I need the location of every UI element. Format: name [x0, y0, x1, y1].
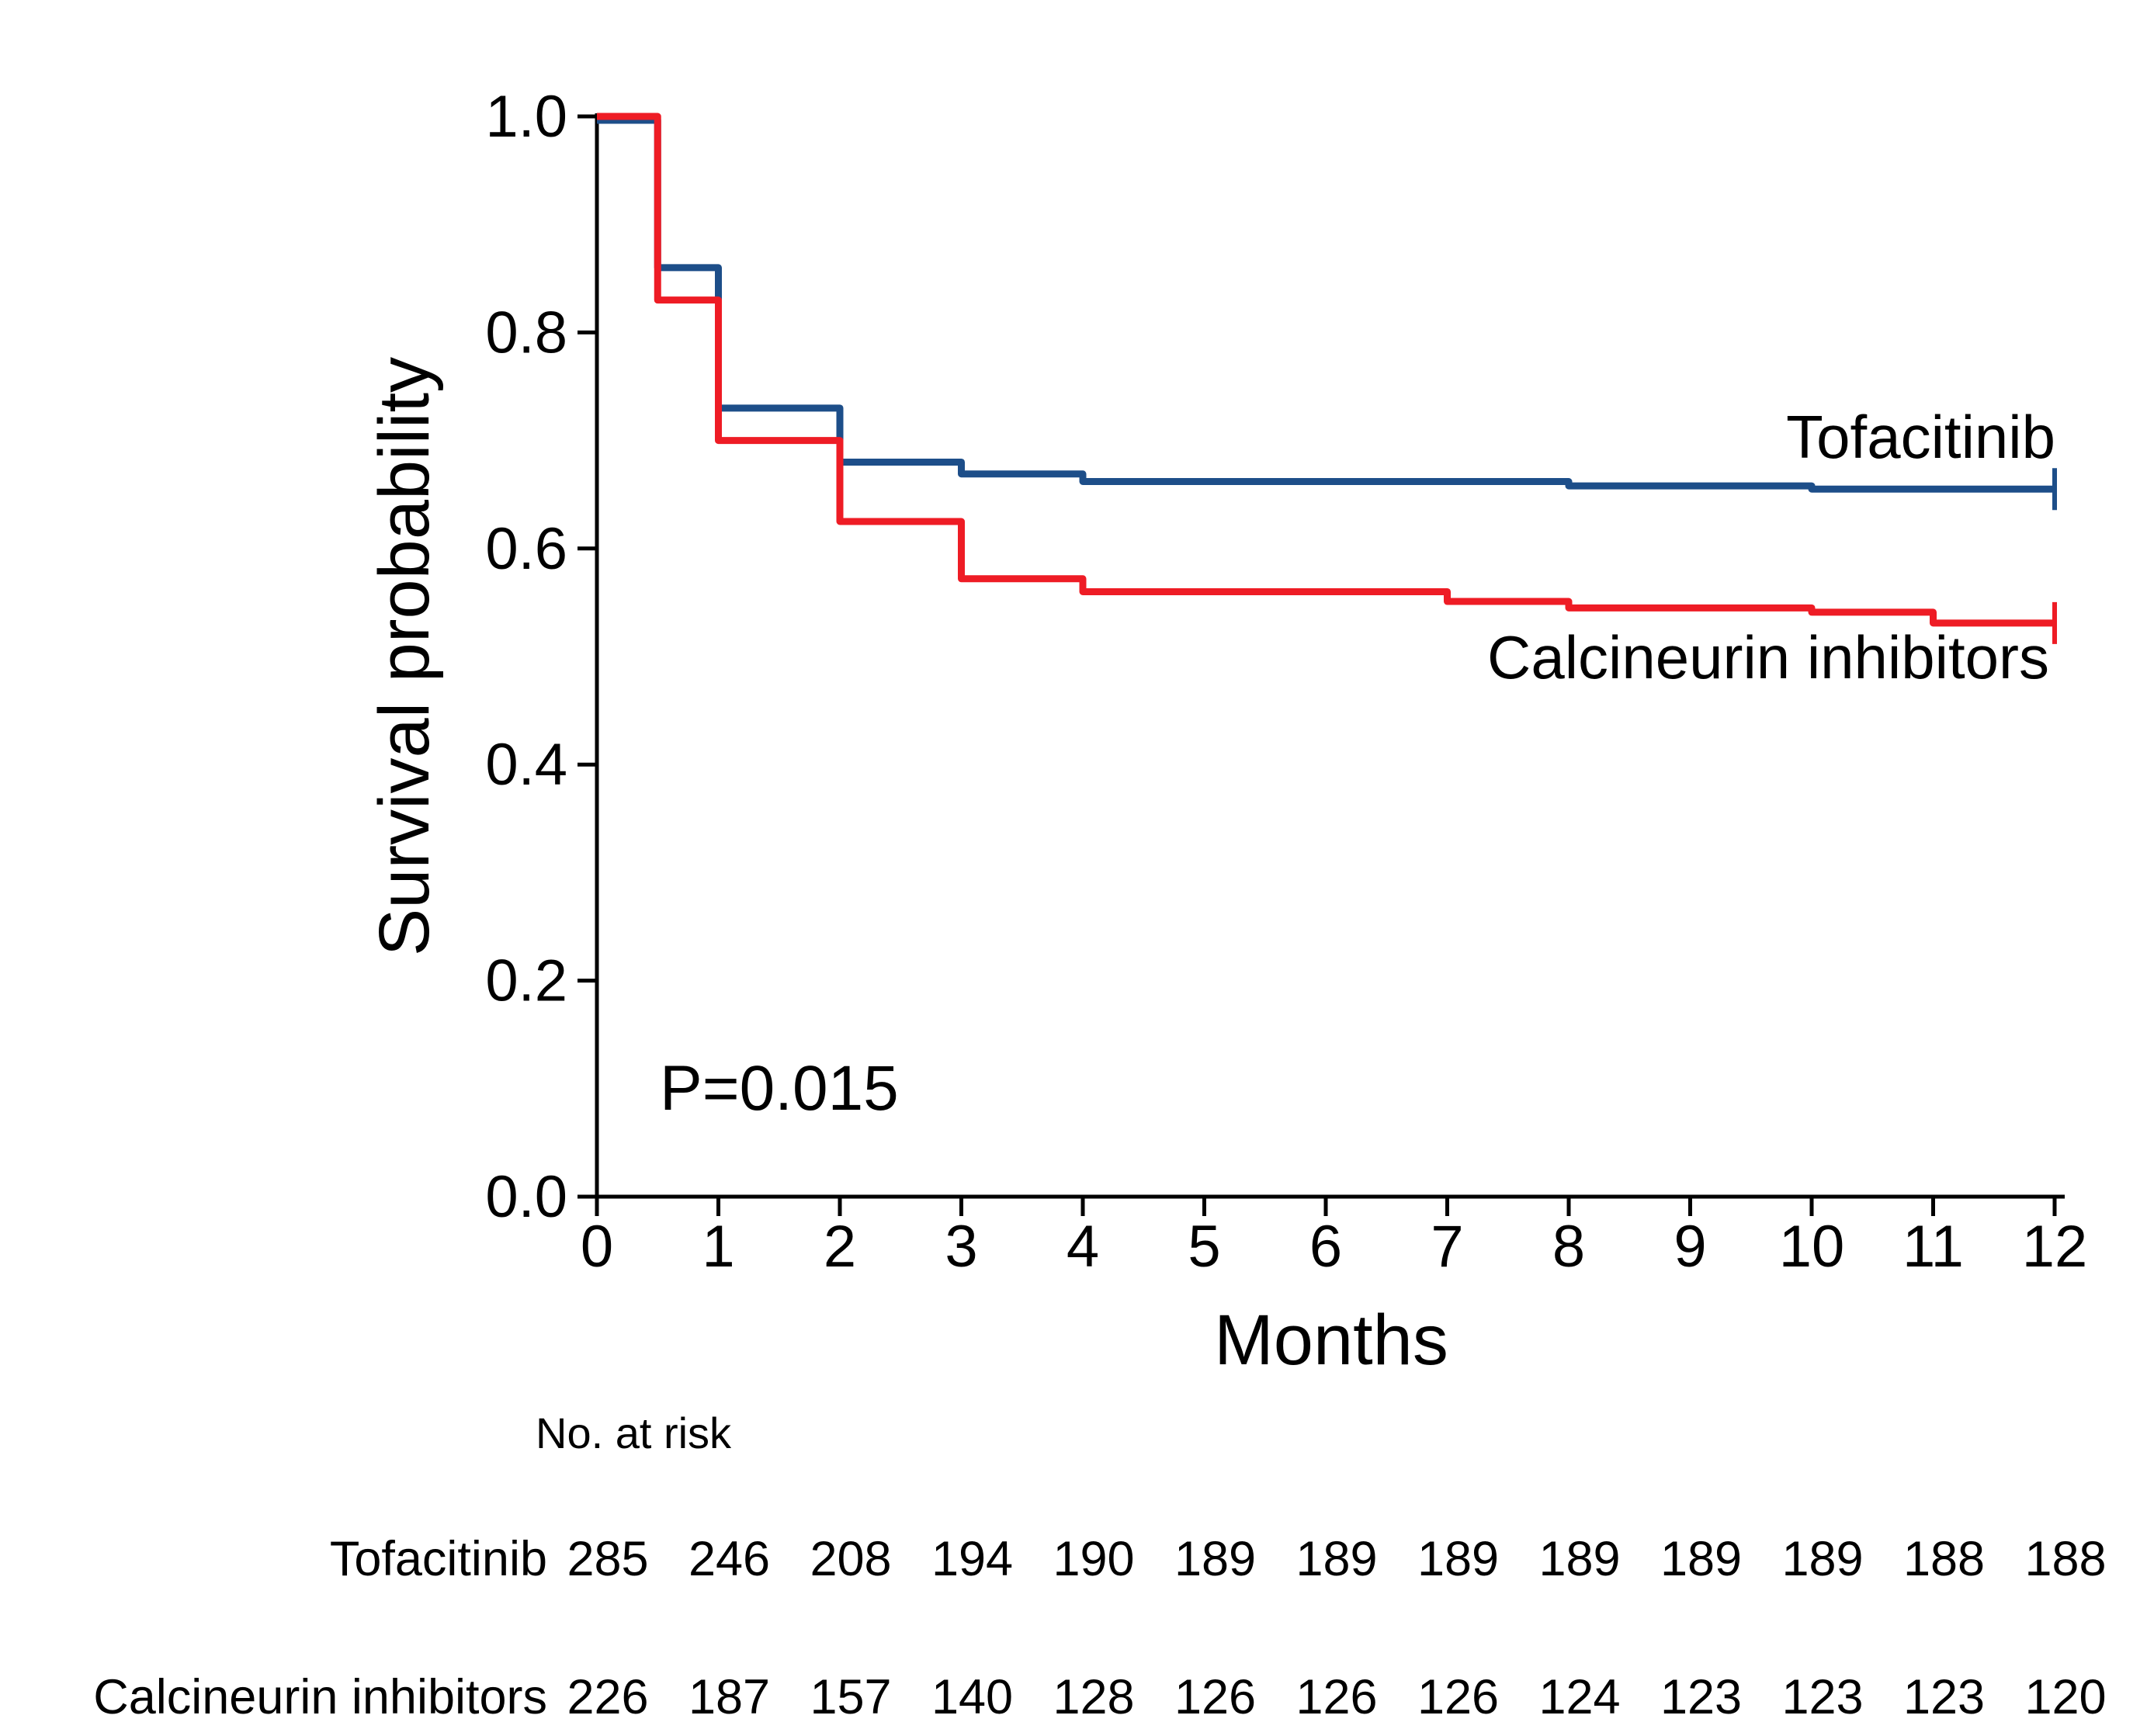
risk-count: 208 — [810, 1532, 891, 1586]
risk-count: 126 — [1417, 1670, 1499, 1724]
risk-count: 120 — [2024, 1670, 2106, 1724]
y-tick-label: 0.4 — [485, 732, 567, 798]
x-tick-label: 8 — [1552, 1214, 1585, 1280]
risk-count: 246 — [688, 1532, 770, 1586]
risk-count: 124 — [1538, 1670, 1620, 1724]
y-tick-label: 0.2 — [485, 948, 567, 1014]
risk-count: 188 — [2024, 1532, 2106, 1586]
risk-count: 126 — [1174, 1670, 1256, 1724]
risk-count: 123 — [1781, 1670, 1863, 1724]
risk-count: 188 — [1903, 1532, 1985, 1586]
x-axis-title: Months — [1214, 1301, 1448, 1380]
risk-numbers-group: 285 246 208 194 190 189 189 189 189 189 189 188 188 2… — [567, 1532, 2106, 1724]
risk-count: 157 — [810, 1670, 891, 1724]
x-tick-label: 12 — [2022, 1214, 2088, 1280]
x-tick-label: 5 — [1188, 1214, 1220, 1280]
risk-count: 226 — [567, 1670, 648, 1724]
risk-row-label-calcineurin-inhibitors: Calcineurin inhibitors — [93, 1670, 547, 1724]
x-tick-label: 10 — [1779, 1214, 1845, 1280]
series-label-tofacitinib: Tofacitinib — [1786, 403, 2055, 471]
y-tick-label: 1.0 — [485, 84, 567, 150]
risk-count: 187 — [688, 1670, 770, 1724]
y-tick-label: 0.8 — [485, 300, 567, 366]
risk-count: 189 — [1781, 1532, 1863, 1586]
curves-group — [597, 113, 2057, 644]
x-tick-label: 6 — [1309, 1214, 1342, 1280]
series-line-calcineurin-inhibitors — [597, 113, 2055, 627]
x-tick-label: 3 — [945, 1214, 977, 1280]
risk-count: 128 — [1053, 1670, 1134, 1724]
risk-count: 123 — [1903, 1670, 1985, 1724]
risk-row-label-tofacitinib: Tofacitinib — [330, 1532, 547, 1586]
risk-count: 126 — [1295, 1670, 1377, 1724]
risk-count: 140 — [931, 1670, 1013, 1724]
axes-group: 0.00.20.40.60.81.00 1 2 3 4 5 6 7 8 9 10 11 12 — [485, 84, 2087, 1280]
x-tick-label: 11 — [1902, 1214, 1964, 1280]
p-value-label: P=0.015 — [660, 1053, 899, 1124]
x-tick-label: 2 — [824, 1214, 856, 1280]
risk-count: 189 — [1174, 1532, 1256, 1586]
x-tick-label: 7 — [1431, 1214, 1463, 1280]
risk-count: 189 — [1660, 1532, 1742, 1586]
y-tick-label: 0.6 — [485, 516, 567, 582]
risk-count: 285 — [567, 1532, 648, 1586]
x-tick-label: 0 — [581, 1214, 613, 1280]
risk-count: 194 — [931, 1532, 1013, 1586]
risk-count: 189 — [1538, 1532, 1620, 1586]
x-tick-label: 9 — [1674, 1214, 1706, 1280]
risk-count: 189 — [1417, 1532, 1499, 1586]
y-tick-label: 0.0 — [485, 1164, 567, 1230]
risk-table-title: No. at risk — [536, 1409, 732, 1457]
x-tick-label: 1 — [702, 1214, 734, 1280]
risk-count: 123 — [1660, 1670, 1742, 1724]
series-label-calcineurin-inhibitors: Calcineurin inhibitors — [1487, 623, 2049, 691]
series-line-tofacitinib — [597, 116, 2055, 493]
y-axis-title: Survival probability — [365, 357, 444, 956]
risk-count: 189 — [1295, 1532, 1377, 1586]
x-tick-label: 4 — [1067, 1214, 1099, 1280]
risk-count: 190 — [1053, 1532, 1134, 1586]
